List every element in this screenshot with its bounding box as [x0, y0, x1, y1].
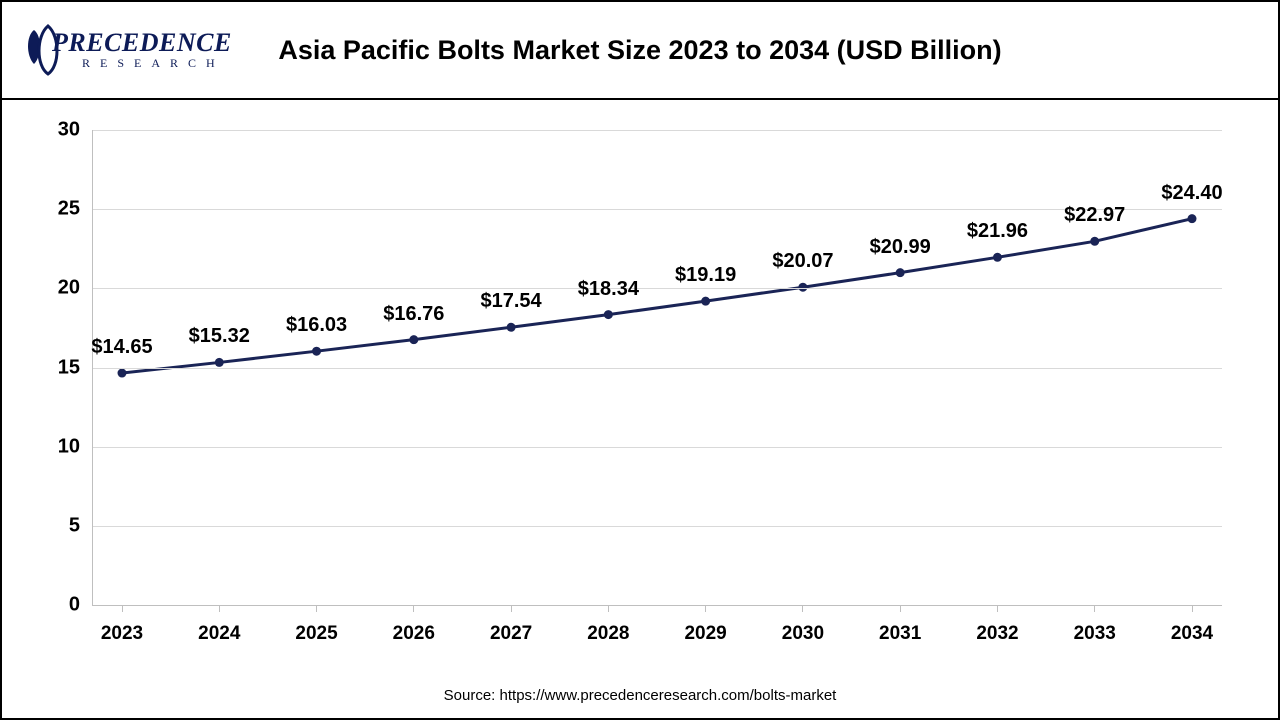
- x-tick-label: 2030: [782, 623, 824, 645]
- data-marker: [312, 347, 321, 356]
- x-tick-mark: [122, 605, 123, 612]
- logo-text: PRECEDENCE: [52, 28, 232, 58]
- gridline: [92, 130, 1222, 131]
- gridline: [92, 368, 1222, 369]
- data-marker: [507, 323, 516, 332]
- header: PRECEDENCE RESEARCH Asia Pacific Bolts M…: [2, 2, 1278, 100]
- x-tick-mark: [900, 605, 901, 612]
- data-label: $22.97: [1064, 204, 1125, 227]
- plot-region: 0510152025302023202420252026202720282029…: [92, 130, 1222, 605]
- data-label: $20.99: [870, 236, 931, 259]
- gridline: [92, 209, 1222, 210]
- x-tick-mark: [316, 605, 317, 612]
- data-label: $18.34: [578, 278, 639, 301]
- logo-subtext: RESEARCH: [82, 56, 232, 71]
- series-line: [122, 219, 1192, 373]
- data-marker: [409, 335, 418, 344]
- x-tick-mark: [219, 605, 220, 612]
- brand-logo: PRECEDENCE RESEARCH: [22, 24, 222, 85]
- x-tick-mark: [705, 605, 706, 612]
- x-tick-mark: [1094, 605, 1095, 612]
- y-axis: [92, 130, 93, 605]
- data-marker: [1090, 237, 1099, 246]
- data-label: $19.19: [675, 264, 736, 287]
- y-tick-label: 0: [69, 594, 80, 617]
- x-tick-label: 2024: [198, 623, 240, 645]
- data-marker: [604, 310, 613, 319]
- x-tick-mark: [802, 605, 803, 612]
- y-tick-label: 15: [58, 356, 80, 379]
- x-tick-mark: [997, 605, 998, 612]
- data-label: $15.32: [189, 326, 250, 349]
- data-marker: [896, 268, 905, 277]
- x-tick-label: 2029: [684, 623, 726, 645]
- data-marker: [118, 369, 127, 378]
- data-marker: [798, 283, 807, 292]
- gridline: [92, 447, 1222, 448]
- data-label: $24.40: [1161, 182, 1222, 205]
- data-label: $21.96: [967, 220, 1028, 243]
- x-tick-label: 2032: [976, 623, 1018, 645]
- data-label: $17.54: [480, 290, 541, 313]
- x-tick-mark: [413, 605, 414, 612]
- y-tick-label: 5: [69, 514, 80, 537]
- data-marker: [1188, 214, 1197, 223]
- data-marker: [215, 358, 224, 367]
- x-tick-label: 2026: [393, 623, 435, 645]
- data-label: $14.65: [91, 336, 152, 359]
- x-tick-label: 2033: [1074, 623, 1116, 645]
- y-tick-label: 20: [58, 277, 80, 300]
- x-axis: [92, 605, 1222, 606]
- y-tick-label: 25: [58, 198, 80, 221]
- x-tick-mark: [1192, 605, 1193, 612]
- chart-frame: PRECEDENCE RESEARCH Asia Pacific Bolts M…: [0, 0, 1280, 720]
- data-label: $20.07: [772, 250, 833, 273]
- data-label: $16.76: [383, 303, 444, 326]
- gridline: [92, 288, 1222, 289]
- data-label: $16.03: [286, 314, 347, 337]
- x-tick-label: 2025: [295, 623, 337, 645]
- x-tick-label: 2034: [1171, 623, 1213, 645]
- x-tick-label: 2031: [879, 623, 921, 645]
- x-tick-label: 2028: [587, 623, 629, 645]
- data-marker: [701, 297, 710, 306]
- gridline: [92, 526, 1222, 527]
- x-tick-label: 2023: [101, 623, 143, 645]
- x-tick-mark: [511, 605, 512, 612]
- y-tick-label: 30: [58, 119, 80, 142]
- data-marker: [993, 253, 1002, 262]
- x-tick-label: 2027: [490, 623, 532, 645]
- y-tick-label: 10: [58, 435, 80, 458]
- x-tick-mark: [608, 605, 609, 612]
- chart-area: 0510152025302023202420252026202720282029…: [2, 100, 1278, 718]
- source-citation: Source: https://www.precedenceresearch.c…: [2, 687, 1278, 704]
